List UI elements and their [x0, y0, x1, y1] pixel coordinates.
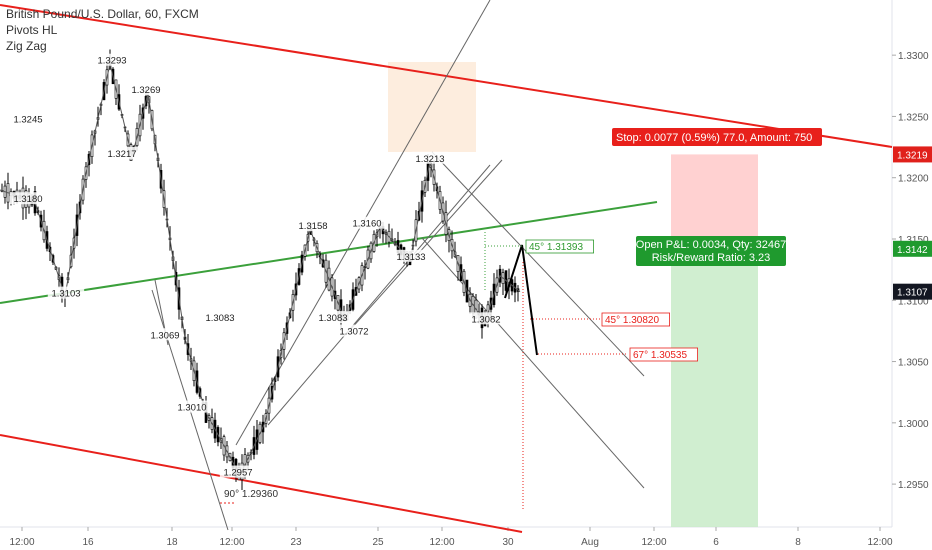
stop-label-bg [612, 128, 822, 146]
pivot-label-bg [9, 112, 47, 125]
pivot-label: 1.3069 [150, 330, 179, 341]
x-tick-label: Aug [581, 537, 599, 548]
pivot-label: 1.2957 [223, 468, 252, 479]
pivot-label-bg [47, 286, 85, 299]
y-tick-label: 1.3100 [898, 296, 929, 307]
pivot-label: 1.3158 [298, 221, 327, 232]
x-tick-label: 16 [82, 537, 94, 548]
lower-channel-line [0, 434, 523, 533]
indicator-pivots[interactable]: Pivots HL [6, 23, 58, 37]
x-tick-label: 12:00 [429, 537, 454, 548]
pivot-label: 1.3082 [471, 314, 500, 325]
fib-label-4: 90° 1.29360 [224, 489, 278, 500]
pivot-label: 1.3083 [205, 313, 234, 324]
trend-line-grey [349, 159, 503, 331]
price-tag: 1.3107 [897, 288, 928, 299]
price-tag-bg [893, 240, 932, 257]
pivot-label-bg [146, 328, 184, 341]
x-tick-label: 12:00 [9, 537, 34, 548]
pivot-label: 1.3245 [13, 115, 42, 126]
highlight-box [388, 62, 476, 152]
price-tag: 1.3219 [897, 150, 928, 161]
y-tick-label: 1.2950 [898, 480, 929, 491]
pivot-label: 1.3293 [97, 56, 126, 67]
pnl-label-bg [636, 236, 786, 266]
pivot-label-bg [103, 146, 141, 159]
pivot-label-bg [173, 400, 211, 413]
fib-label-1: 45° 1.31393 [529, 242, 583, 253]
y-tick-label: 1.3300 [898, 51, 929, 62]
x-tick-label: 8 [795, 537, 801, 548]
x-tick-label: 6 [713, 537, 719, 548]
pivot-label-bg [392, 249, 430, 262]
x-tick-label: 25 [372, 537, 384, 548]
pivot-label-bg [219, 465, 257, 478]
fib-label-3-box [629, 347, 698, 362]
upper-channel-line [0, 4, 893, 148]
y-tick-label: 1.3000 [898, 419, 929, 430]
pnl-label-line1: Open P&L: 0.0034, Qty: 32467 [636, 239, 786, 251]
pivot-label: 1.3103 [51, 289, 80, 300]
x-tick-label: 23 [290, 537, 302, 548]
fib-label-2: 45° 1.30820 [605, 315, 659, 326]
price-tag: 1.3142 [897, 245, 928, 256]
target-zone [671, 248, 758, 527]
chart-legend: British Pound/U.S. Dollar, 60, FXCM Pivo… [6, 6, 199, 54]
pivot-label: 1.3269 [131, 85, 160, 96]
pivot-label-bg [201, 311, 239, 324]
pivot-label: 1.3010 [177, 403, 206, 414]
pivot-label: 1.3160 [352, 219, 381, 230]
pivot-label-bg [9, 192, 47, 205]
indicator-zigzag[interactable]: Zig Zag [6, 39, 47, 53]
pivot-label: 1.3072 [339, 327, 368, 338]
stop-zone [671, 154, 758, 249]
fib-label-1-box [525, 239, 594, 254]
trend-line-grey [421, 237, 645, 489]
fib-label-2-box [601, 312, 670, 327]
stop-label: Stop: 0.0077 (0.59%) 77.0, Amount: 750 [616, 132, 812, 144]
y-tick-label: 1.3150 [898, 235, 929, 246]
pivot-label-bg [127, 83, 165, 96]
symbol-title[interactable]: British Pound/U.S. Dollar, 60, FXCM [6, 7, 199, 21]
x-tick-label: 18 [166, 537, 178, 548]
y-tick-label: 1.3250 [898, 112, 929, 123]
price-axis-bg [892, 0, 932, 550]
price-tag-bg [893, 283, 932, 300]
pivot-label-bg [411, 151, 449, 164]
y-tick-label: 1.3200 [898, 174, 929, 185]
x-tick-label: 12:00 [867, 537, 892, 548]
pivot-label-bg [335, 324, 373, 337]
pivot-label-bg [348, 216, 386, 229]
trend-line-grey [431, 151, 645, 377]
pivot-label: 1.3180 [13, 194, 42, 205]
trend-line-green [0, 201, 658, 304]
pivot-label: 1.3213 [415, 154, 444, 165]
x-tick-label: 30 [502, 537, 514, 548]
pivot-label-bg [93, 53, 131, 66]
y-tick-label: 1.3050 [898, 358, 929, 369]
x-tick-label: 12:00 [641, 537, 666, 548]
price-tag-bg [893, 146, 932, 163]
trend-line-grey [267, 164, 491, 426]
pivot-label: 1.3133 [396, 252, 425, 263]
pivot-label: 1.3217 [107, 149, 136, 160]
pivot-label-bg [314, 311, 352, 324]
pivot-label-bg [467, 312, 505, 325]
pivot-label-bg [294, 219, 332, 232]
x-tick-label: 12:00 [219, 537, 244, 548]
zigzag-line [0, 63, 521, 477]
pivot-label: 1.3083 [318, 313, 347, 324]
fib-label-3: 67° 1.30535 [633, 350, 687, 361]
pnl-label-line2: Risk/Reward Ratio: 3.23 [652, 252, 771, 264]
projection-path [504, 244, 538, 356]
